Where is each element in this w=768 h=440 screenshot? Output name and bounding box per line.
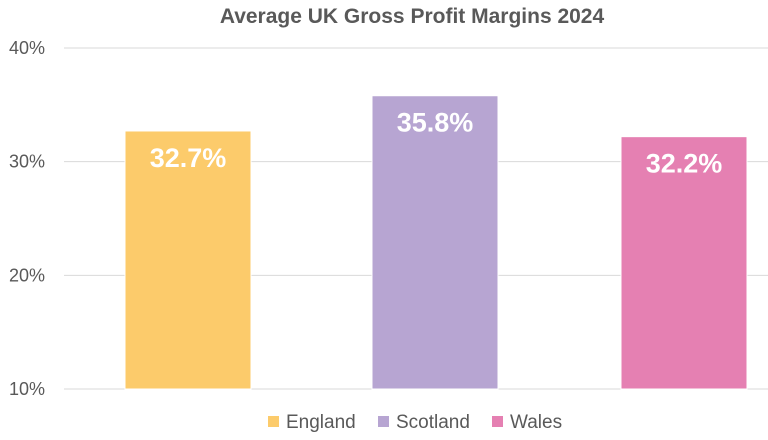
legend-swatch [378,416,389,427]
legend-swatch [268,416,279,427]
legend-item-wales: Wales [492,412,562,433]
y-tick-label: 10% [9,379,45,399]
legend-label: England [286,412,356,433]
legend-swatch [492,416,503,427]
legend: England Scotland Wales [268,412,562,433]
bars [124,95,748,390]
legend-label: Wales [510,412,562,433]
y-tick-label: 30% [9,152,45,172]
legend-label: Scotland [396,412,470,433]
chart-title: Average UK Gross Profit Margins 2024 [220,5,605,28]
legend-item-england: England [268,412,356,433]
bar-scotland [371,95,499,390]
y-tick-label: 20% [9,265,45,285]
y-axis-ticks: 10% 20% 30% 40% [9,38,45,399]
legend-item-scotland: Scotland [378,412,470,433]
data-label-scotland: 35.8% [397,108,474,138]
data-label-england: 32.7% [150,143,227,173]
bar-england [124,130,252,390]
data-label-wales: 32.2% [646,149,723,179]
data-labels: 32.7% 35.8% 32.2% [150,108,723,179]
bar-wales [620,136,748,390]
y-tick-label: 40% [9,38,45,58]
